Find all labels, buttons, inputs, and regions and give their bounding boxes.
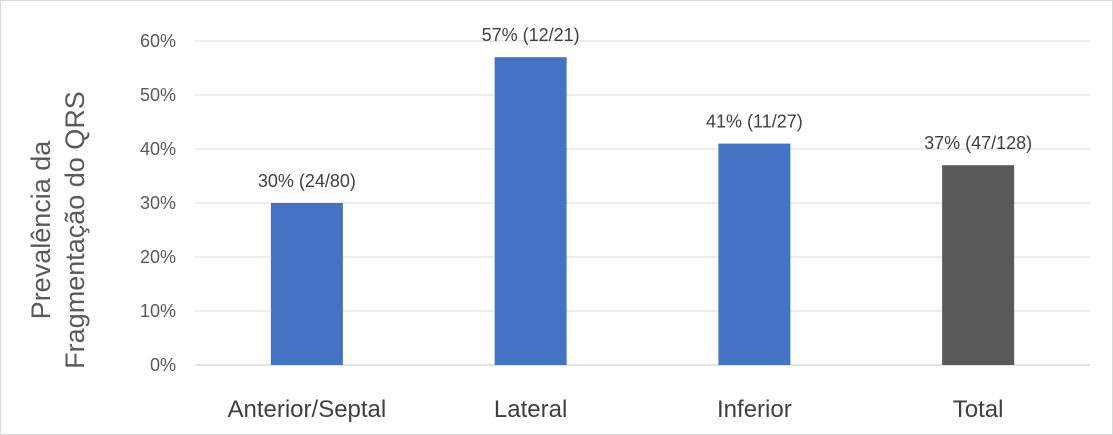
x-category-label: Anterior/Septal — [227, 396, 386, 423]
x-category-label: Inferior — [717, 396, 792, 423]
bar-lateral — [494, 57, 567, 365]
y-tick-label: 0% — [150, 355, 176, 375]
gridlines — [195, 40, 1090, 366]
y-tick-label: 40% — [140, 139, 176, 159]
data-label: 37% (47/128) — [924, 133, 1032, 153]
x-axis-categories: Anterior/Septal Lateral Inferior Total — [227, 396, 1003, 423]
bars — [270, 57, 1015, 365]
bar-anterior-septal — [270, 203, 343, 365]
y-tick-label: 20% — [140, 247, 176, 267]
y-axis-ticks: 0% 10% 20% 30% 40% 50% 60% — [140, 31, 176, 375]
y-axis-title-line-2: Fragmentação do QRS — [60, 91, 90, 369]
bar-total — [942, 165, 1015, 365]
y-axis-title: Prevalência da Fragmentação do QRS — [26, 91, 90, 369]
y-tick-label: 50% — [140, 85, 176, 105]
data-label: 41% (11/27) — [706, 112, 803, 132]
y-axis-title-line-1: Prevalência da — [26, 140, 56, 320]
bar-inferior — [718, 143, 791, 365]
y-tick-label: 30% — [140, 193, 176, 213]
x-category-label: Total — [953, 396, 1004, 423]
y-tick-label: 60% — [140, 31, 176, 51]
y-tick-label: 10% — [140, 301, 176, 321]
data-label: 57% (12/21) — [482, 25, 580, 45]
data-labels: 30% (24/80) 57% (12/21) 41% (11/27) 37% (47… — [258, 25, 1032, 191]
data-label: 30% (24/80) — [258, 171, 356, 191]
x-category-label: Lateral — [494, 396, 567, 423]
